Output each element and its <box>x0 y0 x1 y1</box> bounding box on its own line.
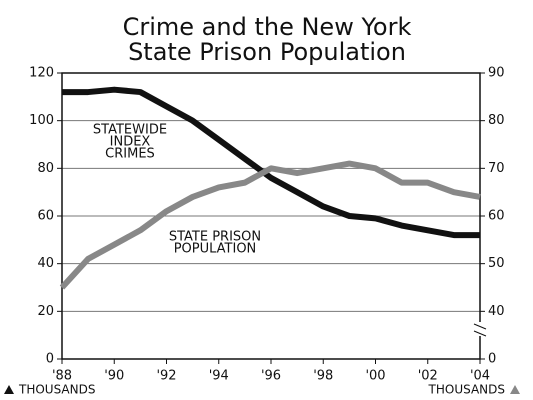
y-tick-label: 0 <box>46 352 54 367</box>
y-tick-label: 60 <box>37 209 54 224</box>
y2-tick-label: 40 <box>488 304 505 319</box>
series-line <box>62 86 480 239</box>
chart-title: State Prison Population <box>128 38 406 66</box>
x-tick-label: '98 <box>313 369 333 384</box>
y-tick-label: 40 <box>37 256 54 271</box>
axis-break <box>473 323 487 337</box>
series-label: STATEWIDE <box>93 123 167 138</box>
axis-break <box>476 322 484 336</box>
x-tick-label: '04 <box>470 369 490 384</box>
y2-tick-label: 70 <box>488 161 505 176</box>
y-tick-label: 120 <box>29 66 54 81</box>
plot-frame <box>61 72 481 360</box>
series-label: CRIMES <box>105 147 155 162</box>
y-axis-label: THOUSANDS <box>18 383 95 397</box>
x-tick-label: '96 <box>261 369 281 384</box>
x-tick-label: '88 <box>52 369 72 384</box>
y-tick-label: 20 <box>37 304 54 319</box>
y2-tick-label: 90 <box>488 66 505 81</box>
x-tick-label: '92 <box>156 369 176 384</box>
y2-tick-label: 0 <box>488 352 496 367</box>
series-line <box>59 160 481 290</box>
x-tick-label: '94 <box>209 369 229 384</box>
legend-marker <box>4 385 14 394</box>
series-label: INDEX <box>110 135 151 150</box>
y-tick-label: 100 <box>29 113 54 128</box>
y2-tick-label: 80 <box>488 113 505 128</box>
x-tick-label: '90 <box>104 369 124 384</box>
x-tick-label: '02 <box>418 369 438 384</box>
y2-tick-label: 60 <box>488 209 505 224</box>
legend-marker <box>510 385 520 394</box>
series-label: POPULATION <box>174 242 257 257</box>
y2-tick-label: 50 <box>488 256 505 271</box>
y-tick-label: 80 <box>37 161 54 176</box>
y2-axis-label: THOUSANDS <box>428 383 505 397</box>
series-label: STATE PRISON <box>169 230 261 245</box>
x-tick-label: '00 <box>365 369 385 384</box>
chart-title: Crime and the New York <box>123 13 412 41</box>
